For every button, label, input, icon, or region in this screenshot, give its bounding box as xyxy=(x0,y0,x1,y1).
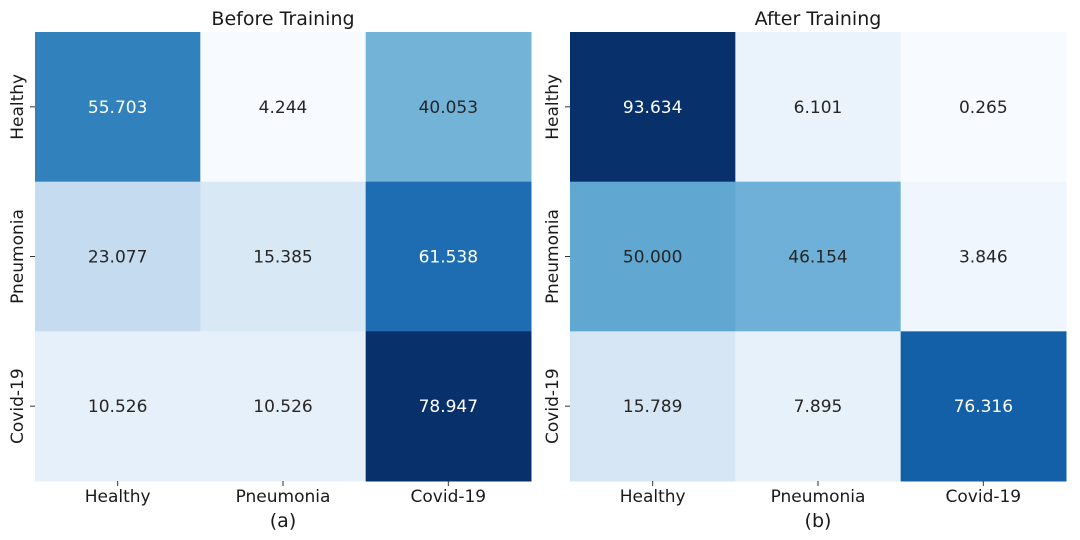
y-tick-label-covid-19: Covid-19 xyxy=(8,368,28,444)
heatmap-cell xyxy=(200,181,367,332)
heatmap-cell xyxy=(900,331,1067,482)
cell-value-label: 93.634 xyxy=(623,98,682,118)
cell-value-label: 10.526 xyxy=(253,397,312,417)
x-tick-label-healthy: Healthy xyxy=(620,487,686,507)
x-tick-label-covid-19: Covid-19 xyxy=(411,487,487,507)
heatmap-cell xyxy=(35,181,201,332)
heatmap-cell xyxy=(900,32,1067,183)
heatmap-cell xyxy=(570,331,736,482)
heatmap-cell xyxy=(570,181,736,332)
chart-title: Before Training xyxy=(211,8,354,30)
heatmap-cell xyxy=(735,331,902,482)
x-tick-label-covid-19: Covid-19 xyxy=(946,487,1022,507)
heatmap-panel-1: 55.703 4.244 40.053 23.077 15.385 61.538 10.52… xyxy=(8,8,532,532)
cell-value-label: 40.053 xyxy=(419,98,478,118)
y-tick-label-healthy: Healthy xyxy=(543,74,563,140)
x-axis-label: (b) xyxy=(805,510,832,532)
chart-title: After Training xyxy=(755,8,882,30)
heatmap-cell xyxy=(35,331,201,482)
cell-value-label: 4.244 xyxy=(259,98,308,118)
y-tick-label-pneumonia: Pneumonia xyxy=(543,209,563,304)
heatmap-cell xyxy=(200,331,367,482)
y-tick-label-pneumonia: Pneumonia xyxy=(8,209,28,304)
x-tick-label-healthy: Healthy xyxy=(85,487,151,507)
y-tick-label-healthy: Healthy xyxy=(8,74,28,140)
cell-value-label: 55.703 xyxy=(88,98,147,118)
heatmap-cell xyxy=(365,331,532,482)
heatmap-cell xyxy=(735,181,902,332)
heatmap-cell xyxy=(200,32,367,183)
cell-value-label: 76.316 xyxy=(954,397,1013,417)
x-axis-label: (a) xyxy=(270,510,296,532)
x-tick-label-pneumonia: Pneumonia xyxy=(236,487,331,507)
heatmap-cell xyxy=(900,181,1067,332)
y-tick-label-covid-19: Covid-19 xyxy=(543,368,563,444)
cell-value-label: 10.526 xyxy=(88,397,147,417)
cell-value-label: 15.789 xyxy=(623,397,682,417)
heatmap-cell xyxy=(365,32,532,183)
cell-value-label: 46.154 xyxy=(788,248,847,268)
cell-value-label: 78.947 xyxy=(419,397,478,417)
cell-value-label: 3.846 xyxy=(959,248,1008,268)
cell-value-label: 61.538 xyxy=(419,248,478,268)
x-tick-label-pneumonia: Pneumonia xyxy=(771,487,866,507)
heatmap-cell xyxy=(35,32,201,183)
heatmap-cell xyxy=(735,32,902,183)
cell-value-label: 50.000 xyxy=(623,248,682,268)
heatmap-cell xyxy=(365,181,532,332)
cell-value-label: 7.895 xyxy=(794,397,843,417)
cell-value-label: 0.265 xyxy=(959,98,1008,118)
heatmap-panel-2: 93.634 6.101 0.265 50.000 46.154 3.846 15.789 7… xyxy=(543,8,1067,532)
cell-value-label: 6.101 xyxy=(794,98,843,118)
heatmap-cell xyxy=(570,32,736,183)
cell-value-label: 15.385 xyxy=(253,248,312,268)
cell-value-label: 23.077 xyxy=(88,248,147,268)
